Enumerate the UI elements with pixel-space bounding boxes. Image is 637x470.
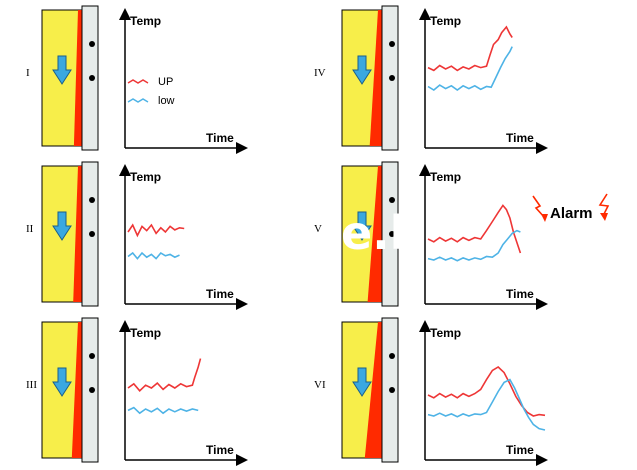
- flow-down-arrow: [52, 211, 72, 241]
- x-axis-label: Time: [506, 443, 534, 457]
- alarm-label: Alarm: [550, 205, 593, 222]
- panel-vi: VI Temp Time: [314, 317, 548, 466]
- x-axis-label: Time: [506, 131, 534, 145]
- hot-zone: [73, 166, 82, 302]
- panels-group: I Temp Time UP low II Temp Time III Temp Time IV Tem…: [26, 5, 548, 466]
- low-temperature-line: [427, 378, 546, 431]
- sensor-up-dot: [389, 197, 395, 203]
- panel-iii: III Temp Time: [26, 317, 248, 466]
- legend-up-swatch: [127, 79, 149, 84]
- sensor-up-dot: [389, 353, 395, 359]
- sensor-low-dot: [89, 387, 95, 393]
- low-temperature-line: [127, 251, 180, 260]
- sensor-low-dot: [89, 75, 95, 81]
- y-axis-label: Temp: [430, 326, 461, 340]
- low-temperature-line: [127, 406, 199, 415]
- panel-iv: IV Temp Time: [314, 5, 548, 154]
- x-axis-label: Time: [206, 287, 234, 301]
- y-axis-label: Temp: [130, 326, 161, 340]
- sensor-low-dot: [389, 75, 395, 81]
- flow-down-arrow: [52, 55, 72, 85]
- panel-v: V Temp Time: [314, 161, 548, 310]
- flow-down-arrow: [352, 367, 372, 397]
- sensor-up-dot: [89, 197, 95, 203]
- alarm-bolt-right: [598, 193, 610, 217]
- legend-low-label: low: [158, 95, 175, 107]
- sensor-up-dot: [389, 41, 395, 47]
- sensor-low-dot: [89, 231, 95, 237]
- panel-i: I Temp Time UP low: [26, 5, 248, 154]
- panel-label-vi: VI: [314, 379, 326, 391]
- y-axis-label: Temp: [430, 170, 461, 184]
- overlay-text: e.l: [341, 206, 405, 260]
- legend-low-swatch: [127, 98, 149, 103]
- x-axis-label: Time: [206, 131, 234, 145]
- sensor-low-dot: [389, 387, 395, 393]
- panel-label-iii: III: [26, 379, 37, 391]
- alarm-bolt-left: [532, 195, 546, 219]
- up-temperature-line: [427, 25, 513, 72]
- hot-zone: [369, 10, 382, 146]
- y-axis-label: Temp: [430, 14, 461, 28]
- hot-zone: [73, 10, 82, 146]
- panel-label-ii: II: [26, 223, 34, 235]
- flow-down-arrow: [352, 211, 372, 241]
- x-axis-label: Time: [206, 443, 234, 457]
- sensor-up-dot: [89, 41, 95, 47]
- hot-zone: [367, 166, 382, 302]
- alarm-bolt-right-tip: [600, 213, 608, 221]
- y-axis-label: Temp: [130, 14, 161, 28]
- alarm-annotation: Alarm: [532, 193, 610, 222]
- panel-ii: II Temp Time: [26, 161, 248, 310]
- panel-label-v: V: [314, 223, 322, 235]
- alarm-bolt-left-tip: [541, 214, 548, 222]
- legend-up-label: UP: [158, 76, 173, 88]
- low-temperature-line: [427, 46, 513, 91]
- sensor-low-dot: [389, 231, 395, 237]
- panel-label-i: I: [26, 67, 30, 79]
- up-temperature-line: [427, 204, 522, 254]
- up-temperature-line: [127, 358, 202, 392]
- flow-down-arrow: [352, 55, 372, 85]
- up-temperature-line: [127, 223, 185, 238]
- low-temperature-line: [427, 229, 521, 262]
- panel-label-iv: IV: [314, 67, 326, 79]
- hot-zone: [364, 322, 382, 458]
- flow-down-arrow: [52, 367, 72, 397]
- y-axis-label: Temp: [130, 170, 161, 184]
- up-temperature-line: [427, 366, 546, 417]
- hot-zone: [71, 322, 82, 458]
- sensor-up-dot: [89, 353, 95, 359]
- x-axis-label: Time: [506, 287, 534, 301]
